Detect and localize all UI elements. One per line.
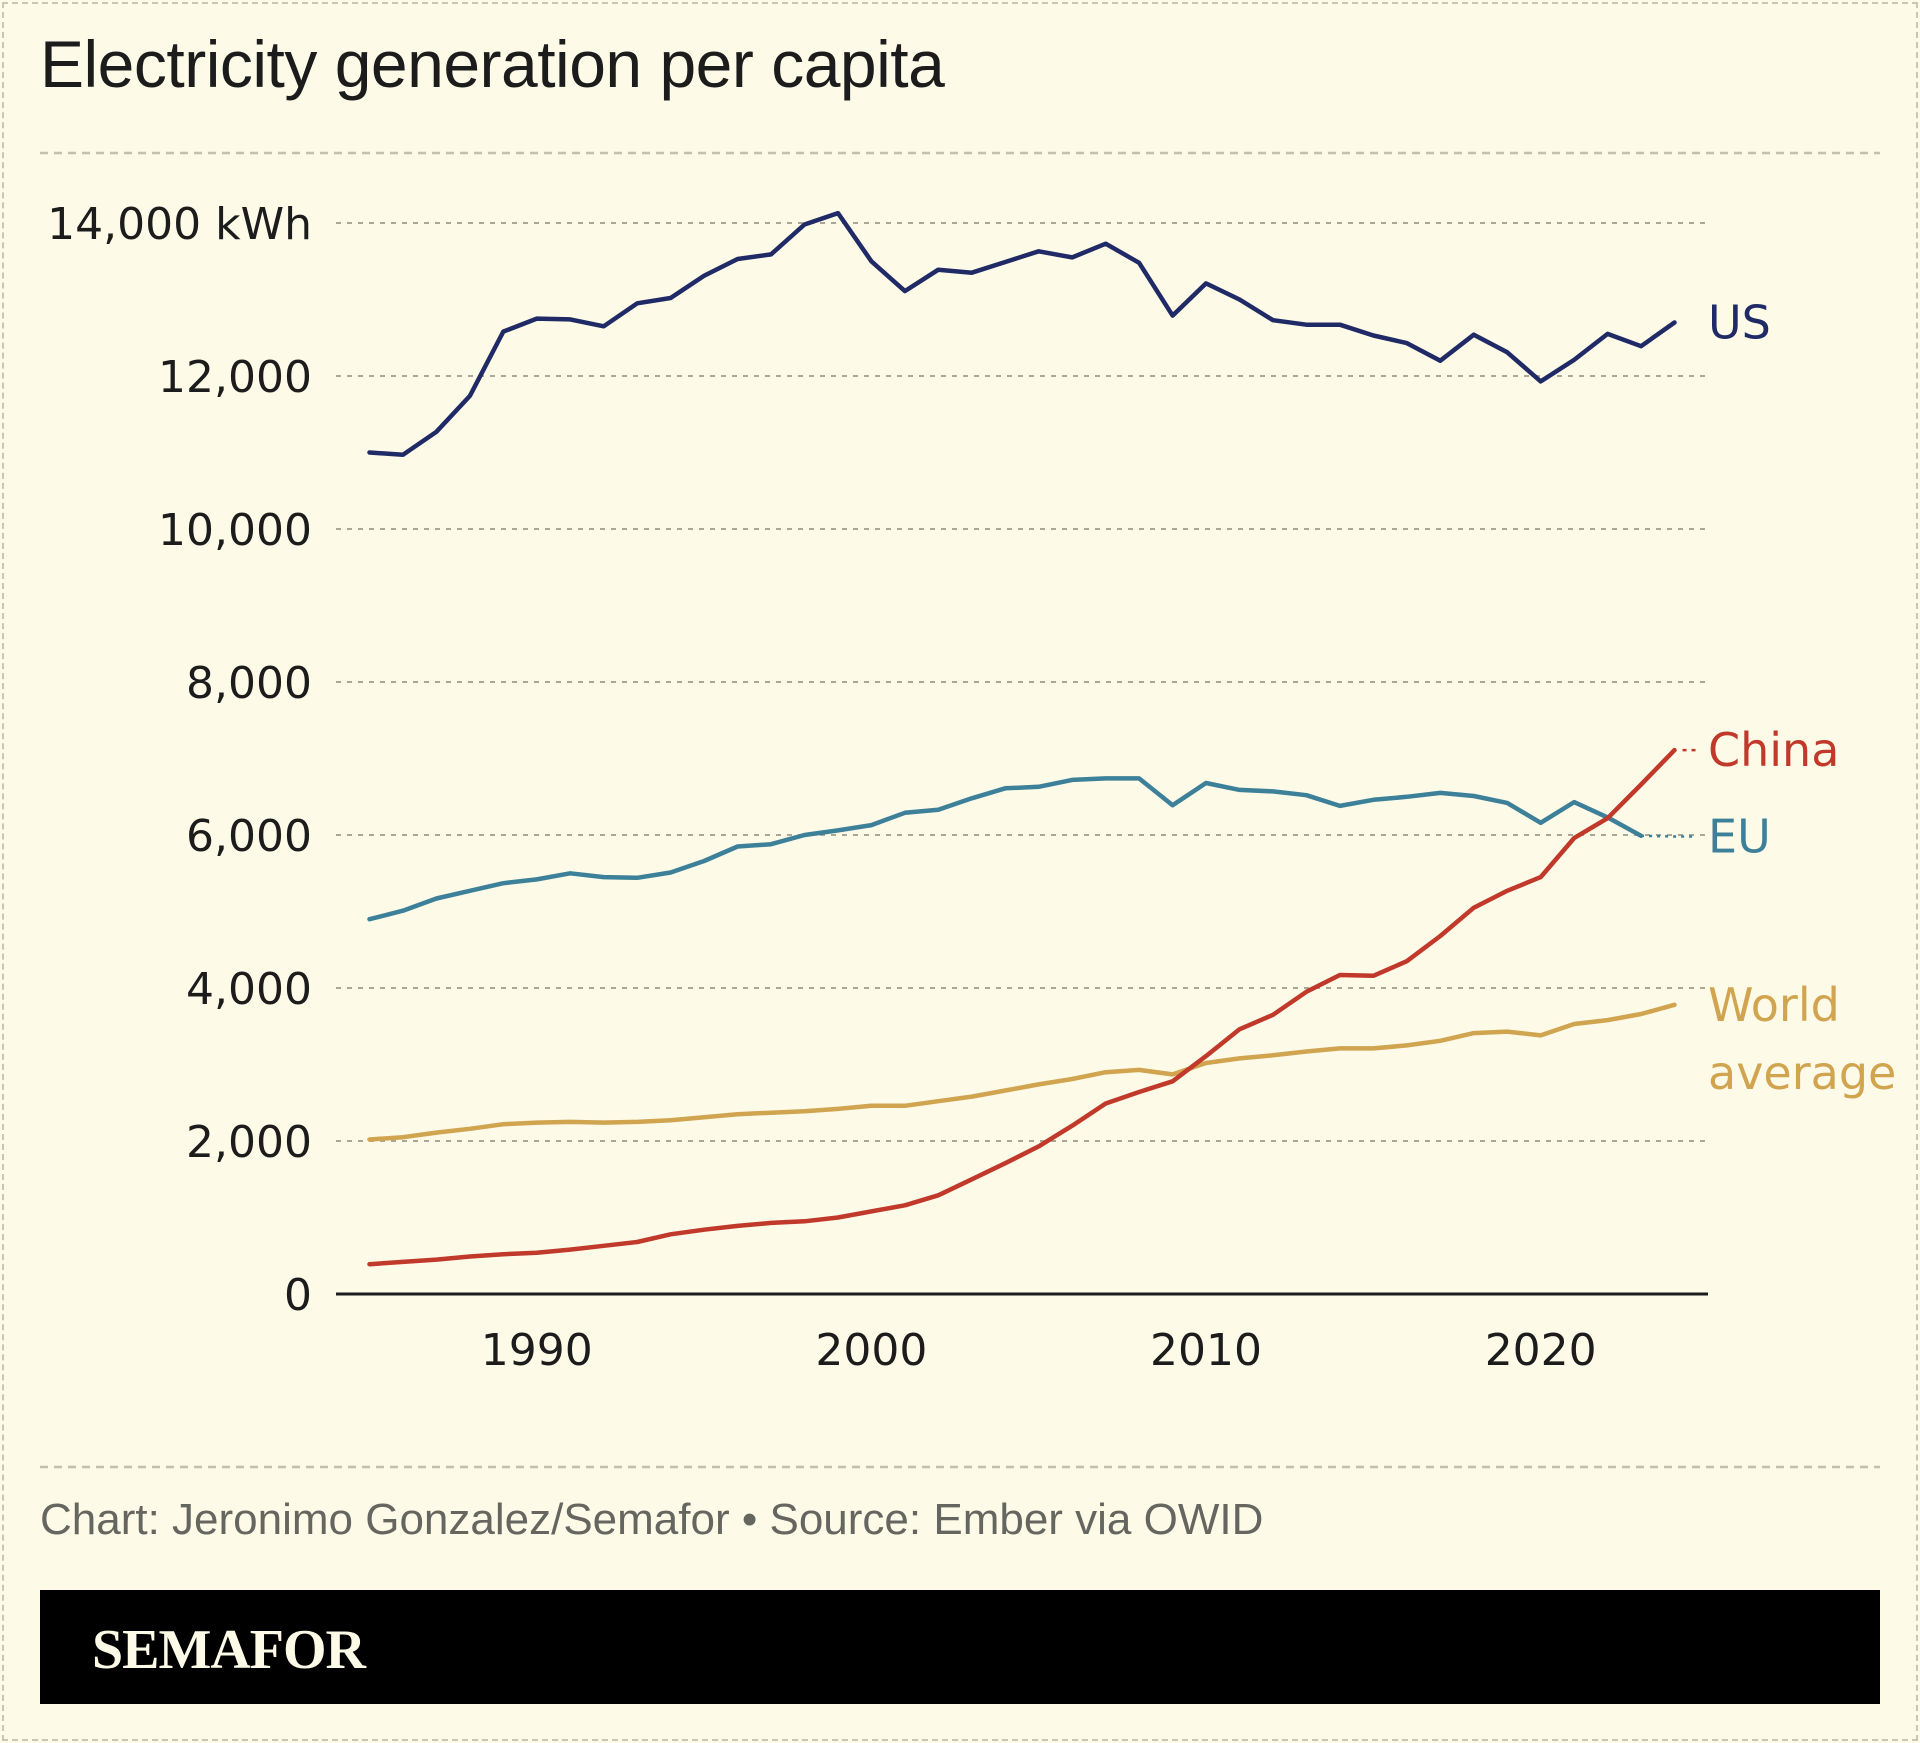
x-tick-label-2020: 2020 (1485, 1325, 1597, 1376)
y-tick-label-10000: 10,000 (158, 505, 312, 556)
brand-logo: SEMAFOR (92, 1619, 366, 1681)
y-tick-label-2000: 2,000 (186, 1117, 312, 1168)
series-label-china: China (1708, 723, 1839, 777)
y-tick-label-6000: 6,000 (186, 811, 312, 862)
x-tick-label-2010: 2010 (1150, 1325, 1262, 1376)
y-tick-label-12000: 12,000 (158, 352, 312, 403)
series-labels: US EU China World average (1682, 295, 1896, 1100)
axes: 0 2,000 4,000 6,000 8,000 10,000 12,000 14,000 … (47, 199, 1708, 1376)
y-tick-label-8000: 8,000 (186, 658, 312, 709)
series-lines (367, 210, 1695, 1267)
series-label-world-average-line-1: World (1708, 978, 1840, 1032)
series-line-eu-dotted (1641, 834, 1695, 838)
gridlines (336, 222, 1708, 1142)
chart-title: Electricity generation per capita (40, 27, 945, 101)
series-line-china (367, 747, 1677, 1267)
brand-bar: SEMAFOR (40, 1590, 1880, 1704)
series-label-eu: EU (1708, 810, 1771, 864)
x-tick-label-2000: 2000 (815, 1325, 927, 1376)
series-label-world-average-line-2: average (1708, 1046, 1896, 1100)
series-line-world-average (367, 1002, 1677, 1142)
y-tick-label-14000: 14,000 kWh (47, 199, 312, 250)
series-line-us (367, 210, 1677, 458)
series-label-us: US (1708, 295, 1771, 349)
series-line-eu (367, 776, 1644, 922)
x-tick-label-1990: 1990 (481, 1325, 593, 1376)
y-tick-label-0: 0 (284, 1270, 312, 1321)
chart-caption: Chart: Jeronimo Gonzalez/Semafor • Sourc… (40, 1495, 1264, 1544)
y-tick-label-4000: 4,000 (186, 964, 312, 1015)
